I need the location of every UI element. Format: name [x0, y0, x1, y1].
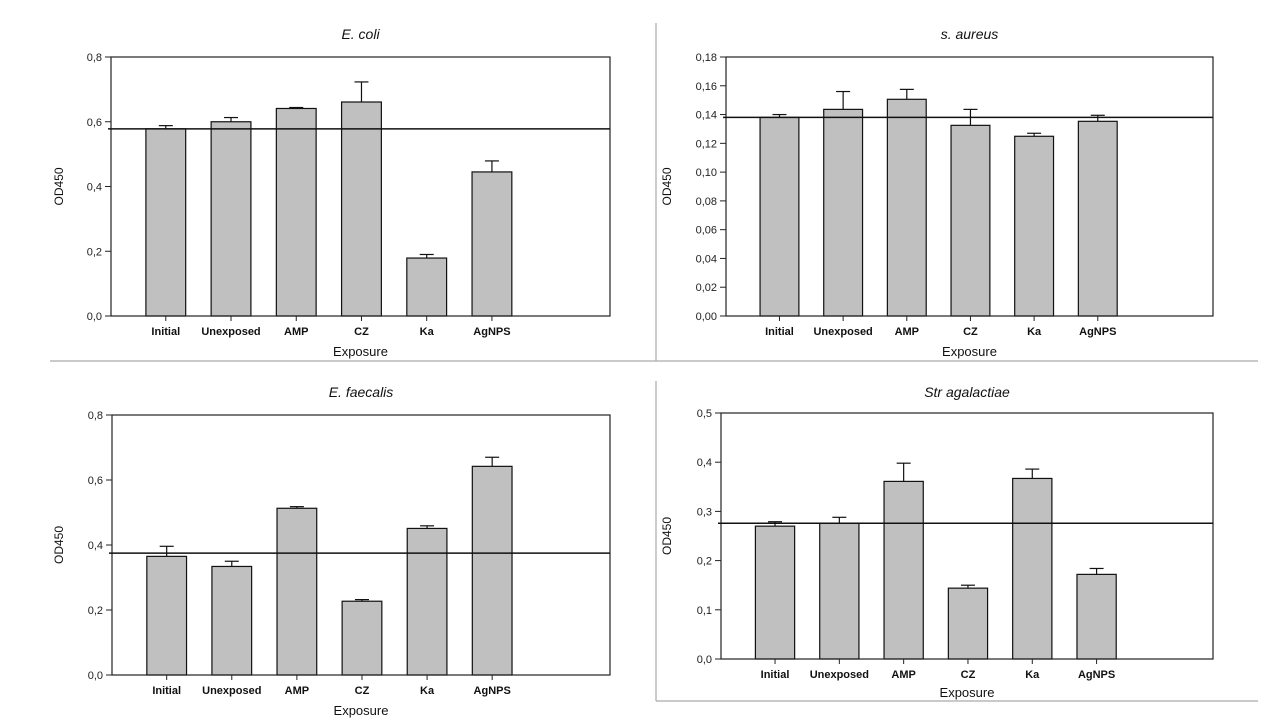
x-tick-label: AMP — [895, 326, 919, 338]
chart-panel-s-aureus: s. aureus 0,00 0,02 0,04 0,06 0,08 0,10 0,12 0,1… — [660, 26, 1214, 359]
x-axis-label: Exposure — [940, 685, 995, 700]
y-tick-label: 0,0 — [88, 670, 103, 682]
bar-cz — [341, 600, 383, 676]
x-tick-label: AgNPS — [1078, 669, 1115, 681]
y-tick-label: 0,0 — [697, 654, 712, 666]
bar-ka — [1014, 135, 1055, 317]
x-tick-label: Initial — [761, 669, 790, 681]
bar-ka — [1012, 477, 1053, 660]
chart-title: Str agalactiae — [924, 384, 1010, 400]
bar-cz — [947, 587, 989, 660]
x-axis-label: Exposure — [333, 344, 388, 359]
x-tick-label: AgNPS — [474, 685, 511, 697]
bar-amp — [275, 107, 317, 317]
x-tick-label: AgNPS — [1079, 326, 1116, 338]
bar-agnps — [1077, 120, 1118, 317]
x-tick-label: AMP — [891, 669, 915, 681]
bar-cz — [340, 101, 382, 317]
bar-cz — [950, 124, 991, 317]
bar-initial — [145, 128, 187, 317]
y-tick-label: 0,18 — [696, 52, 717, 64]
bar-ka — [406, 257, 448, 317]
x-axis-label: Exposure — [334, 703, 389, 718]
x-tick-label: Initial — [152, 685, 181, 697]
y-tick-label: 0,16 — [696, 81, 717, 93]
y-tick-label: 0,08 — [696, 196, 717, 208]
bar-amp — [276, 507, 318, 676]
x-tick-label: AgNPS — [473, 326, 510, 338]
y-tick-label: 0,02 — [696, 282, 717, 294]
x-tick-label: Initial — [151, 326, 180, 338]
bar-agnps — [471, 465, 513, 676]
bar-ka — [406, 527, 448, 676]
x-tick-label: CZ — [963, 326, 978, 338]
y-tick-label: 0,14 — [696, 110, 717, 122]
y-tick-label: 0,10 — [696, 167, 717, 179]
y-tick-label: 0,2 — [88, 605, 103, 617]
bar-unexposed — [210, 121, 252, 317]
y-tick-label: 0,5 — [697, 408, 712, 420]
y-tick-label: 0,8 — [87, 52, 102, 64]
y-tick-label: 0,0 — [87, 311, 102, 323]
bar-unexposed — [819, 522, 860, 660]
plot-frame — [725, 56, 1214, 317]
y-tick-label: 0,4 — [87, 182, 102, 194]
y-tick-label: 0,3 — [697, 506, 712, 518]
x-tick-label: Unexposed — [813, 326, 872, 338]
x-tick-label: CZ — [355, 685, 370, 697]
x-tick-label: Initial — [765, 326, 794, 338]
x-tick-label: AMP — [284, 326, 308, 338]
x-tick-label: Unexposed — [810, 669, 869, 681]
y-tick-label: 0,6 — [87, 117, 102, 129]
bar-amp — [883, 480, 924, 660]
x-tick-label: Ka — [1027, 326, 1042, 338]
x-tick-label: Unexposed — [202, 685, 261, 697]
bar-initial — [754, 525, 796, 660]
bar-amp — [886, 98, 927, 317]
x-tick-label: AMP — [285, 685, 309, 697]
chart-title: s. aureus — [941, 26, 999, 42]
bar-unexposed — [211, 565, 253, 676]
y-axis-label: OD450 — [660, 167, 674, 205]
bar-initial — [146, 555, 188, 676]
y-tick-label: 0,12 — [696, 138, 717, 150]
chart-title: E. faecalis — [329, 384, 394, 400]
x-tick-label: Ka — [1025, 669, 1040, 681]
chart-panel-e-coli: E. coli 0,0 0,2 0,4 0,6 0,8 Initial Unexposed AM… — [52, 26, 611, 359]
chart-title: E. coli — [341, 26, 380, 42]
y-axis-label: OD450 — [660, 517, 674, 555]
y-tick-label: 0,4 — [88, 540, 103, 552]
chart-panel-str-agalactiae: Str agalactiae 0,0 0,1 0,2 0,3 0,4 0,5 Initial U… — [660, 384, 1214, 700]
x-tick-label: Unexposed — [201, 326, 260, 338]
y-axis-label: OD450 — [52, 167, 66, 205]
y-tick-label: 0,4 — [697, 457, 712, 469]
x-axis-label: Exposure — [942, 344, 997, 359]
plot-frame — [720, 412, 1214, 660]
y-tick-label: 0,06 — [696, 225, 717, 237]
bar-agnps — [1076, 573, 1117, 660]
y-tick-label: 0,8 — [88, 410, 103, 422]
x-tick-label: CZ — [961, 669, 976, 681]
bar-unexposed — [823, 108, 864, 317]
x-tick-label: Ka — [420, 326, 435, 338]
x-tick-label: Ka — [420, 685, 435, 697]
y-tick-label: 0,2 — [87, 246, 102, 258]
y-axis-label: OD450 — [52, 526, 66, 564]
y-tick-label: 0,2 — [697, 556, 712, 568]
chart-panel-e-faecalis: E. faecalis 0,0 0,2 0,4 0,6 0,8 Initial Unexpos… — [52, 384, 611, 718]
y-tick-label: 0,6 — [88, 475, 103, 487]
x-tick-label: CZ — [354, 326, 369, 338]
bar-agnps — [471, 171, 513, 317]
y-tick-label: 0,00 — [696, 311, 717, 323]
bar-initial — [759, 116, 800, 317]
y-tick-label: 0,04 — [696, 253, 717, 265]
y-tick-label: 0,1 — [697, 605, 712, 617]
